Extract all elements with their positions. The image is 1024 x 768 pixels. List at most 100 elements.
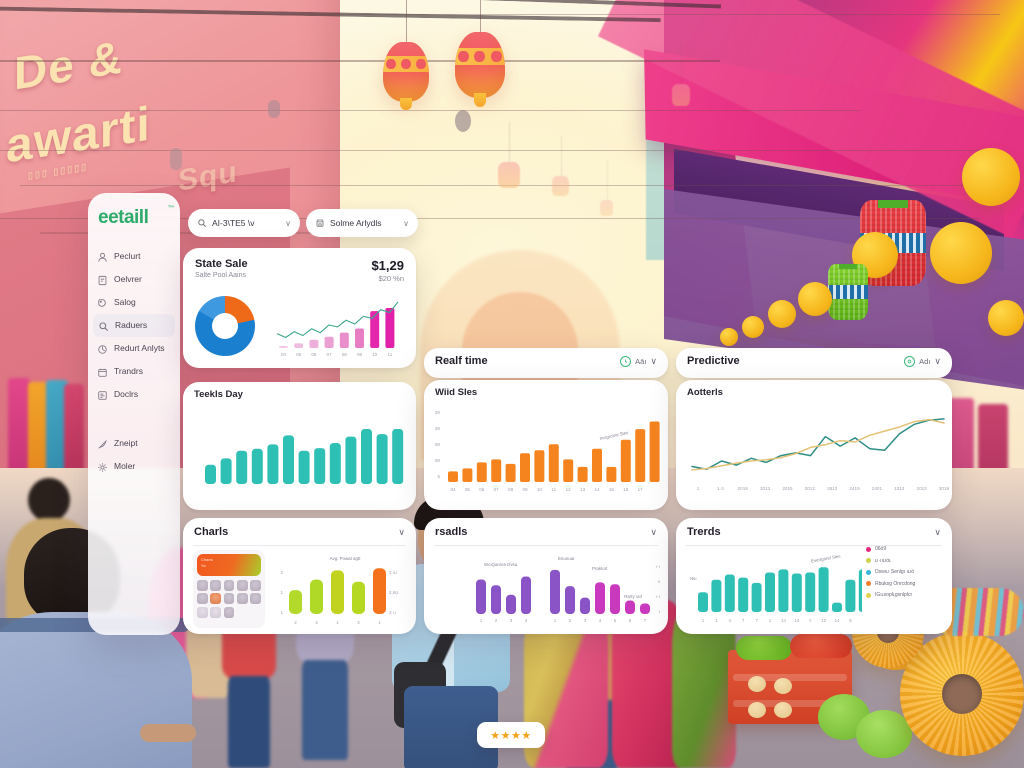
sidebar-item-peclurt[interactable]: Peclurt [88, 245, 180, 268]
svg-text:15: 15 [609, 487, 615, 492]
predictive-header-bar[interactable]: Predictive Adı ∨ [676, 348, 952, 378]
chevron-down-icon[interactable]: ∨ [650, 526, 657, 537]
legend-item[interactable]: IGıʟsoplʟgsnlplcr [866, 592, 944, 598]
badge-label: Adı [919, 356, 931, 366]
sidebar-item-moler[interactable]: Moler [88, 455, 180, 478]
sidebar-item-trandrs[interactable]: Trandrs [88, 360, 180, 383]
legend-item[interactable]: ʟı·ııʟıöʟ [866, 558, 944, 564]
sidebar-item-oelvrer[interactable]: Oelvrer [88, 268, 180, 291]
search-icon [98, 321, 109, 332]
chevron-down-icon[interactable]: ∨ [650, 355, 657, 366]
svg-text:3019: 3019 [939, 486, 950, 491]
promo-banner[interactable]: Chans %o [197, 554, 261, 576]
product-grid-mock[interactable]: Chans %o [193, 550, 265, 628]
legend-label: Rbuksg Onrcdong [875, 580, 916, 587]
panel-title: Trerds [687, 526, 721, 538]
garland-ball [930, 222, 992, 284]
realtime-bar-chart: 5 08 08 28 39 04 05 06 07 08 09 10 11 12 13 14 15 16 17 Inc… [435, 410, 660, 492]
sidebar-item-salog[interactable]: Salog [88, 291, 180, 314]
sidebar-item-raduers[interactable]: Raduers [93, 314, 175, 337]
svg-text:1: 1 [769, 618, 772, 623]
target-icon [904, 355, 916, 367]
produce-item [774, 702, 792, 718]
legend: 06ö9 ʟı·ııʟıöʟ Dswıʟı Senlgı ıʟıö Rbuksg… [866, 546, 944, 604]
sidebar-item-label: Moler [114, 461, 136, 471]
svg-text:7: 7 [644, 618, 647, 623]
sidebar-item-label: Raduers [115, 320, 148, 330]
thumbnail[interactable] [197, 593, 208, 604]
svg-text:2: 2 [280, 570, 283, 575]
woven-lantern [828, 264, 868, 320]
garland-ball [962, 148, 1020, 206]
thumbnail[interactable] [250, 579, 261, 591]
svg-text:3 ʟı: 3 ʟı [389, 610, 396, 615]
sidebar-item-label: Redurt Anlyts [114, 343, 165, 353]
rating-badge[interactable]: ★★★★ [477, 722, 545, 748]
svg-text:2: 2 [495, 618, 498, 623]
chevron-down-icon[interactable]: ∨ [398, 526, 405, 537]
promo-banner-title: Chans [201, 557, 213, 562]
sidebar-item-label: Doclrs [114, 389, 139, 399]
weekly-panel[interactable]: Teekls Day [183, 382, 416, 510]
thumbnail[interactable] [210, 593, 222, 604]
thumbnail[interactable] [236, 579, 248, 591]
thumbnail[interactable] [197, 606, 208, 618]
svg-text:ı·ı: ı·ı [656, 564, 660, 569]
festival-lantern [383, 0, 429, 110]
insulator [268, 100, 280, 118]
predictive-panel[interactable]: Aotterls 1 1·3 2019 2013 2015 2012 2613 2419 240… [676, 380, 952, 510]
divider [434, 545, 658, 546]
chevron-down-icon[interactable]: ∨ [934, 526, 941, 537]
legend-item[interactable]: 06ö9 [866, 546, 944, 552]
chevron-down-icon[interactable]: ∨ [403, 218, 409, 228]
document-icon [97, 390, 108, 401]
thumbnail[interactable] [236, 593, 248, 604]
store-filter-dropdown[interactable]: Solme Arlydls ∨ [306, 209, 418, 237]
svg-text:4: 4 [729, 618, 732, 623]
state-sale-card[interactable]: State Sale Salte Pool Aains $1,29 $20 %n… [183, 248, 416, 368]
legend-label: ʟı·ııʟıöʟ [875, 557, 892, 564]
legend-swatch [866, 569, 871, 575]
thumbnail[interactable] [197, 579, 208, 591]
results-panel[interactable]: rsadls ∨ 1 2 3 4 WcıQamea Dvsa 1 2 3 4 5 6 7 Enunuar… [424, 518, 668, 634]
thumbnail[interactable] [223, 593, 235, 604]
svg-text:1: 1 [480, 618, 483, 623]
legend-item[interactable]: Dswıʟı Senlgı ıʟıö [866, 569, 944, 575]
realtime-header-bar[interactable]: Realf time Aāı ∨ [424, 348, 668, 378]
svg-text:1: 1 [697, 486, 700, 491]
svg-text:Incigrome Sles: Incigrome Sles [599, 430, 629, 441]
charts-panel[interactable]: Charls ∨ Chans %o [183, 518, 416, 634]
thumbnail[interactable] [223, 579, 235, 591]
thumbnail[interactable] [210, 606, 222, 618]
search-input[interactable]: AI-3\TE5 \v ∨ [188, 209, 300, 237]
app-logo[interactable]: eetaill ™ [88, 205, 180, 229]
legend-item[interactable]: Rbuksg Onrcdong [866, 581, 944, 587]
svg-text:16: 16 [623, 487, 629, 492]
trends-bar-chart: Nsı1147711414Y121487Evertgorel Sles [690, 553, 862, 623]
produce-greens [736, 636, 792, 660]
trends-panel[interactable]: Trerds ∨ Nsı1147711414Y121487Evertgorel … [676, 518, 952, 634]
thumbnail[interactable] [223, 606, 235, 618]
sidebar-item-label: Salog [114, 297, 136, 307]
svg-text:04: 04 [450, 487, 456, 492]
charts-bar-chart: 2 1 1 2 ıʟı 2,8ü 3 ʟı 2 4 1 2 1 Avg. Powat agtt [280, 556, 398, 625]
svg-text:11: 11 [551, 487, 556, 492]
sidebar-item-label: Trandrs [114, 366, 143, 376]
garland-ball [768, 300, 796, 328]
svg-text:Nsı: Nsı [690, 576, 697, 581]
sidebar-item-redurt-anlyts[interactable]: Redurt Anlyts [88, 337, 180, 360]
sidebar-item-zneipt[interactable]: Zneipt [88, 432, 180, 455]
sidebar-item-doclrs[interactable]: Doclrs [88, 383, 180, 406]
thumbnail[interactable] [210, 579, 222, 591]
svg-text:7: 7 [755, 618, 758, 623]
thumbnail[interactable] [250, 593, 261, 604]
svg-text:2: 2 [569, 618, 572, 623]
realtime-panel[interactable]: Wiid Sles 5 08 08 28 39 04 05 06 07 08 09 10 11 12 13 1… [424, 380, 668, 510]
chevron-down-icon[interactable]: ∨ [285, 218, 291, 228]
chevron-down-icon[interactable]: ∨ [934, 355, 941, 366]
svg-text:1: 1 [702, 618, 705, 623]
produce-lettuce [856, 710, 912, 758]
svg-text:1: 1 [336, 620, 339, 625]
search-icon [197, 218, 207, 228]
